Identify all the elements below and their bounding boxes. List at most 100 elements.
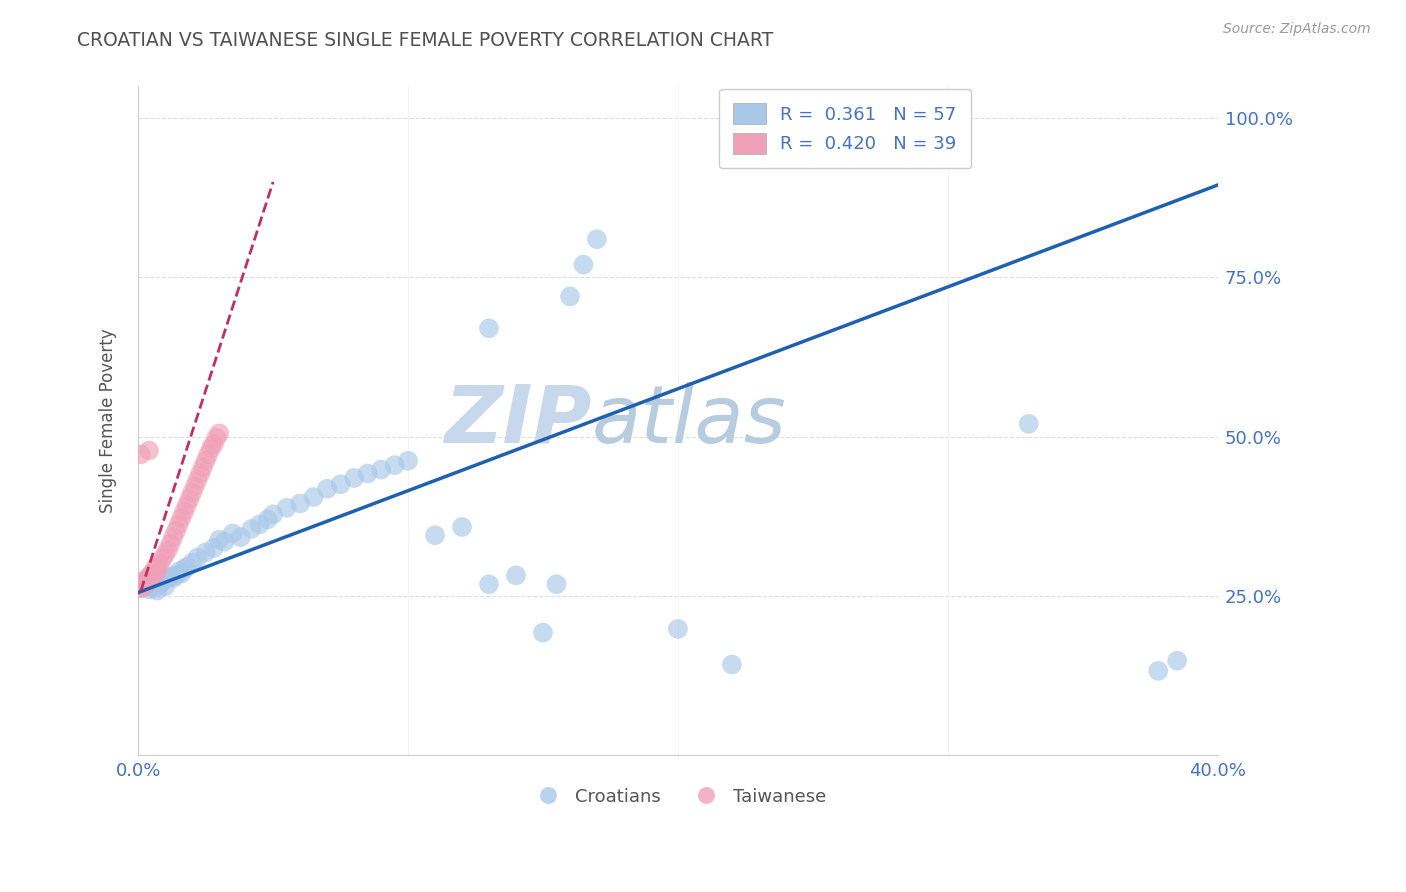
Point (1147, 664, 1170, 678)
Point (138, 573, 160, 587)
Point (531, 625, 554, 640)
Y-axis label: Single Female Poverty: Single Female Poverty (100, 328, 117, 513)
Point (558, 289, 581, 303)
Point (423, 528, 446, 542)
Point (141, 579, 163, 593)
Point (329, 477, 352, 491)
Point (143, 581, 166, 595)
Point (240, 522, 263, 536)
Point (288, 496, 311, 510)
Point (370, 463, 392, 477)
Point (451, 520, 474, 534)
Point (262, 507, 284, 521)
Point (187, 473, 209, 487)
Text: atlas: atlas (592, 382, 786, 459)
Point (214, 534, 236, 549)
Point (384, 458, 406, 473)
Point (1166, 654, 1188, 668)
Point (586, 232, 609, 246)
Point (666, 622, 689, 636)
Point (208, 426, 231, 441)
Point (141, 573, 163, 587)
Point (129, 574, 152, 589)
Text: Source: ZipAtlas.com: Source: ZipAtlas.com (1223, 22, 1371, 37)
Legend: Croatians, Taiwanese: Croatians, Taiwanese (523, 780, 834, 813)
Point (156, 542, 179, 557)
Point (129, 581, 152, 595)
Point (356, 467, 378, 481)
Point (176, 498, 198, 512)
Point (179, 491, 201, 506)
Point (202, 437, 225, 451)
Point (194, 545, 217, 559)
Point (138, 582, 160, 597)
Point (152, 574, 174, 589)
Point (143, 562, 166, 576)
Point (170, 566, 193, 581)
Point (208, 533, 231, 547)
Point (132, 579, 155, 593)
Point (170, 511, 193, 525)
Point (156, 571, 179, 585)
Point (173, 562, 195, 576)
Point (159, 536, 181, 550)
Point (181, 556, 204, 570)
Point (188, 467, 211, 481)
Point (141, 571, 163, 585)
Point (138, 574, 160, 589)
Point (197, 447, 219, 461)
Point (162, 530, 184, 544)
Point (184, 479, 207, 493)
Point (478, 577, 501, 591)
Point (153, 547, 176, 561)
Point (138, 443, 160, 458)
Point (721, 657, 744, 672)
Point (1018, 417, 1040, 431)
Point (165, 568, 187, 582)
Point (167, 565, 190, 579)
Text: ZIP: ZIP (444, 382, 592, 459)
Point (396, 454, 419, 468)
Point (478, 321, 501, 335)
Point (176, 560, 198, 574)
Point (149, 577, 172, 591)
Point (505, 568, 527, 582)
Point (143, 566, 166, 581)
Point (141, 566, 163, 581)
Point (202, 541, 225, 555)
Point (135, 577, 157, 591)
Point (302, 490, 325, 504)
Point (181, 485, 204, 500)
Point (256, 512, 278, 526)
Point (132, 576, 155, 591)
Point (249, 517, 271, 532)
Point (132, 577, 155, 591)
Point (149, 557, 172, 571)
Point (138, 569, 160, 583)
Point (129, 447, 152, 461)
Point (165, 524, 187, 538)
Point (146, 583, 169, 598)
Point (276, 500, 298, 515)
Point (221, 526, 243, 541)
Point (167, 517, 190, 532)
Point (194, 454, 217, 468)
Point (187, 550, 209, 565)
Point (135, 579, 157, 593)
Point (546, 577, 568, 591)
Point (229, 530, 252, 544)
Point (205, 431, 228, 445)
Point (173, 505, 195, 519)
Point (572, 258, 595, 272)
Point (146, 565, 169, 579)
Text: CROATIAN VS TAIWANESE SINGLE FEMALE POVERTY CORRELATION CHART: CROATIAN VS TAIWANESE SINGLE FEMALE POVE… (77, 31, 773, 50)
Point (152, 551, 174, 566)
Point (316, 482, 339, 496)
Point (343, 471, 366, 485)
Point (135, 573, 157, 587)
Point (153, 579, 176, 593)
Point (129, 581, 152, 595)
Point (191, 460, 214, 475)
Point (159, 569, 181, 583)
Point (146, 560, 169, 574)
